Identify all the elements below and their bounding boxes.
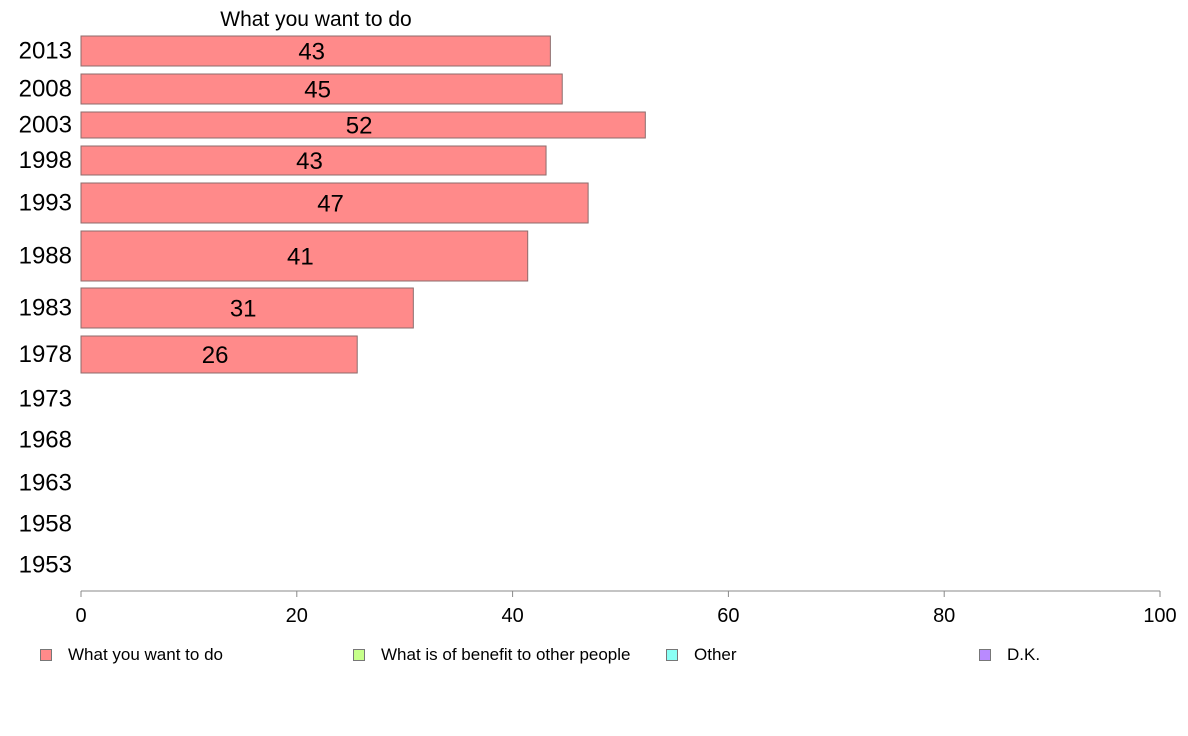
y-tick-label: 1978: [19, 341, 72, 368]
bar-2003: [80, 111, 646, 139]
y-tick-label: 1953: [19, 552, 72, 579]
y-tick-label: 1993: [19, 190, 72, 217]
y-tick-label: 1998: [19, 147, 72, 174]
x-tick-label: 0: [75, 605, 86, 627]
data-label-1978: 26: [202, 342, 229, 369]
legend: What you want to do What is of benefit t…: [0, 643, 1188, 667]
data-label-1993: 47: [317, 191, 344, 218]
data-label-1983: 31: [230, 296, 257, 323]
y-tick-label: 1958: [19, 511, 72, 538]
legend-label: Other: [694, 645, 737, 664]
data-label-2003: 52: [346, 113, 373, 140]
legend-swatch: [979, 649, 991, 661]
legend-item-other: Other: [666, 643, 737, 667]
legend-swatch: [40, 649, 52, 661]
y-tick-label: 1968: [19, 427, 72, 454]
y-tick-label: 2013: [19, 38, 72, 65]
x-tick-label: 60: [717, 605, 739, 627]
legend-item-what-you-want-to-do: What you want to do: [40, 643, 223, 667]
x-tick-label: 20: [286, 605, 308, 627]
data-label-2008: 45: [304, 77, 331, 104]
bar-1983: [80, 287, 414, 329]
data-label-2013: 43: [298, 39, 325, 66]
legend-swatch: [353, 649, 365, 661]
y-tick-label: 2008: [19, 76, 72, 103]
x-tick-label: 100: [1143, 605, 1176, 627]
bar-2008: [80, 73, 563, 105]
y-tick-label: 2003: [19, 112, 72, 139]
bar-2013: [80, 35, 551, 67]
data-label-1998: 43: [296, 148, 323, 175]
chart-title: What you want to do: [220, 8, 411, 31]
legend-swatch: [666, 649, 678, 661]
x-tick-label: 40: [501, 605, 523, 627]
bar-1978: [80, 335, 358, 374]
legend-label: What is of benefit to other people: [381, 645, 631, 664]
x-tick-label: 80: [933, 605, 955, 627]
legend-label: What you want to do: [68, 645, 223, 664]
y-tick-label: 1973: [19, 386, 72, 413]
bar-1993: [80, 182, 589, 224]
legend-item-dk: D.K.: [979, 643, 1040, 667]
y-tick-label: 1988: [19, 243, 72, 270]
bar-1988: [80, 230, 529, 282]
legend-item-benefit-to-others: What is of benefit to other people: [353, 643, 631, 667]
y-tick-label: 1963: [19, 470, 72, 497]
legend-label: D.K.: [1007, 645, 1041, 664]
bar-1998: [80, 145, 547, 176]
y-tick-label: 1983: [19, 295, 72, 322]
data-label-1988: 41: [287, 244, 314, 271]
